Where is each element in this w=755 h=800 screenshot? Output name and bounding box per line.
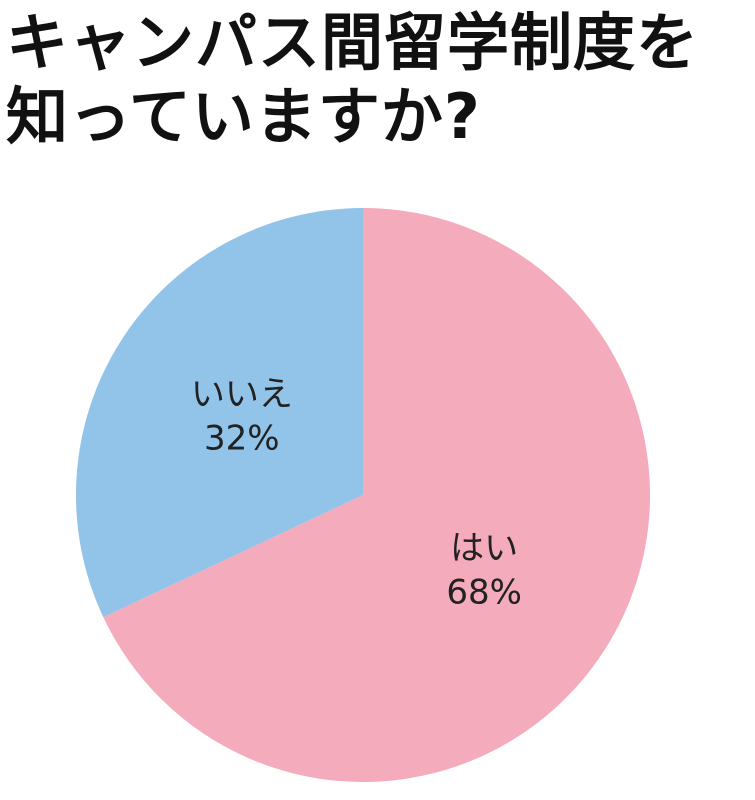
pie-slice (103, 208, 651, 782)
slice-value-label: 68% (446, 572, 522, 612)
chart-title: キャンパス間留学制度を知っていますか? (6, 6, 700, 153)
slice-category-label: いいえ (191, 375, 293, 415)
pie-slice (75, 208, 363, 618)
slice-category-label: はい (450, 528, 518, 568)
slice-value-label: 32% (204, 419, 280, 459)
